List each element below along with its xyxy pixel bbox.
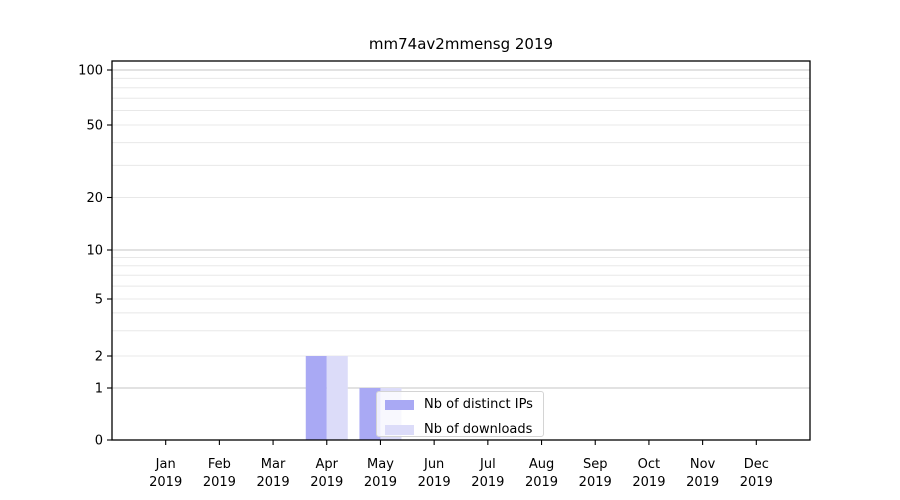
- x-tick-label-month: Jul: [479, 457, 496, 472]
- x-tick-label-month: May: [367, 457, 394, 472]
- x-tick-label-year: 2019: [149, 475, 182, 490]
- x-tick-label-year: 2019: [471, 475, 504, 490]
- x-tick-label-month: Apr: [316, 457, 339, 472]
- y-tick-label: 5: [95, 293, 103, 308]
- x-tick-label-month: Nov: [690, 457, 716, 472]
- legend-swatch-downloads: [385, 424, 414, 436]
- x-tick-label-year: 2019: [257, 475, 290, 490]
- chart-title: mm74av2mmensg 2019: [368, 35, 554, 53]
- x-tick-label-year: 2019: [364, 475, 397, 490]
- bar-distinct-ips: [359, 388, 381, 440]
- legend-entry-distinct-ips: Nb of distinct IPs: [385, 398, 535, 412]
- x-tick-label-year: 2019: [418, 475, 451, 490]
- x-tick-label-year: 2019: [525, 475, 558, 490]
- bar-distinct-ips: [305, 356, 327, 440]
- x-tick-label-year: 2019: [740, 475, 773, 490]
- x-tick-label-month: Oct: [638, 457, 660, 472]
- x-tick-label-month: Sep: [583, 457, 608, 472]
- y-tick-label: 1: [95, 382, 103, 397]
- x-tick-label-month: Jan: [155, 457, 176, 472]
- y-tick-label: 2: [95, 350, 103, 365]
- legend-label-downloads: Nb of downloads: [424, 422, 533, 437]
- x-tick-label-month: Aug: [529, 457, 554, 472]
- x-tick-label-year: 2019: [203, 475, 236, 490]
- x-tick-label-month: Mar: [261, 457, 286, 472]
- legend-swatch-distinct-ips: [385, 399, 414, 411]
- x-tick-label-year: 2019: [310, 475, 343, 490]
- y-tick-label: 100: [78, 64, 103, 79]
- x-tick-label-month: Feb: [208, 457, 231, 472]
- y-tick-label: 10: [86, 244, 103, 259]
- legend: Nb of distinct IPs Nb of downloads: [376, 391, 544, 437]
- y-tick-label: 20: [86, 191, 103, 206]
- x-tick-label-year: 2019: [579, 475, 612, 490]
- y-tick-label: 50: [86, 119, 103, 134]
- y-tick-label: 0: [95, 434, 103, 449]
- legend-entry-downloads: Nb of downloads: [385, 423, 535, 437]
- x-tick-label-month: Jun: [423, 457, 444, 472]
- x-tick-label-year: 2019: [632, 475, 665, 490]
- legend-label-distinct-ips: Nb of distinct IPs: [424, 397, 533, 412]
- x-tick-label-year: 2019: [686, 475, 719, 490]
- bar-downloads: [326, 356, 348, 440]
- x-tick-label-month: Dec: [744, 457, 769, 472]
